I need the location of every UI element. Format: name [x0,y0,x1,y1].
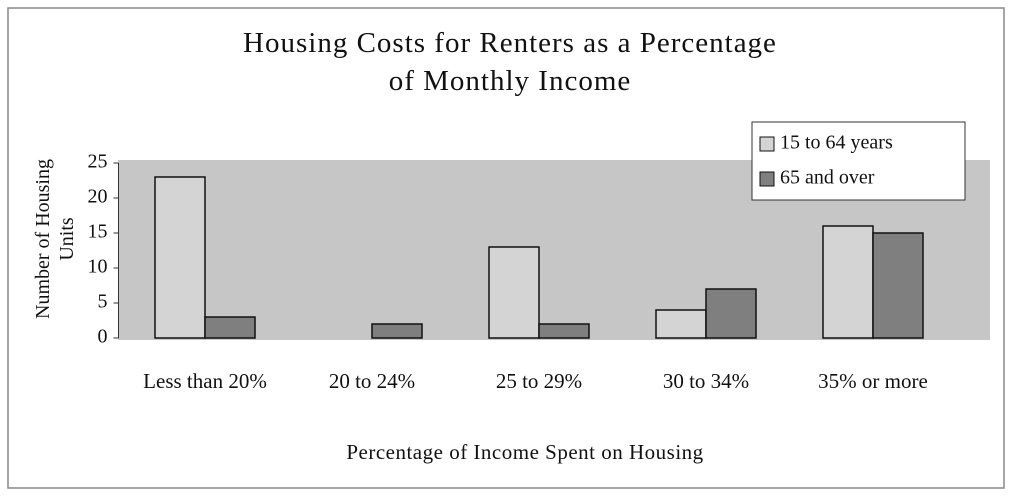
bar [872,232,924,339]
bar [154,176,206,339]
x-tick-label: 30 to 34% [662,369,750,393]
bar [488,246,540,339]
bar [371,323,423,339]
y-tick-label: 0 [98,326,108,348]
x-tick-label: 25 to 29% [495,369,583,393]
x-axis-label: Percentage of Income Spent on Housing [346,440,704,464]
bar [655,309,707,339]
x-tick-label: 35% or more [818,369,928,393]
y-axis-label: Number of Housing Units [32,159,78,319]
y-tick-label: 10 [88,256,108,278]
bar [705,288,757,339]
legend-label: 15 to 64 years [780,132,893,154]
bar [822,225,874,339]
y-tick-label: 5 [98,291,108,313]
legend-label: 65 and over [780,167,875,189]
chart-title: Housing Costs for Renters as a Percentag… [243,27,777,97]
x-tick-label: Less than 20% [143,369,267,393]
legend-swatch [759,136,775,152]
y-tick-label: 25 [88,151,108,173]
x-tick-label: 20 to 24% [328,369,416,393]
y-tick-label: 20 [88,186,108,208]
legend-swatch [759,171,775,187]
y-tick-label: 15 [88,221,108,243]
bar [538,323,590,339]
bar [204,316,256,339]
legend-box [751,121,966,201]
